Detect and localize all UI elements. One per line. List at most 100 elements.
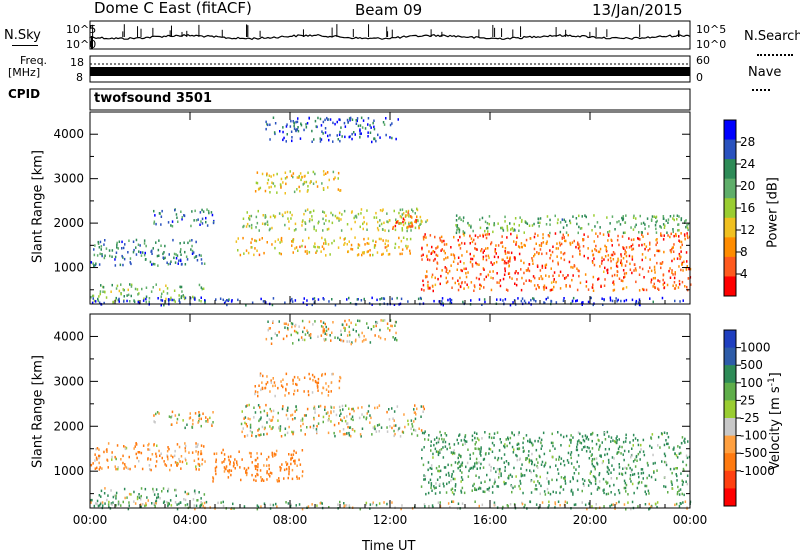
heat-cell [406, 229, 408, 233]
heat-cell [170, 504, 173, 507]
heat-cell [678, 239, 680, 242]
heat-cell [572, 436, 574, 439]
heat-cell [445, 243, 448, 246]
heat-cell [487, 273, 489, 277]
heat-cell [397, 220, 399, 223]
heat-cell [516, 443, 518, 446]
heat-cell [616, 477, 618, 480]
heat-cell [447, 463, 449, 467]
heat-cell [431, 467, 433, 470]
heat-cell [296, 389, 299, 392]
heat-cell [311, 215, 313, 218]
heat-cell [111, 458, 113, 461]
heat-cell [653, 268, 656, 271]
heat-cell [431, 245, 433, 249]
heat-cell [393, 410, 396, 413]
heat-cell [93, 299, 96, 303]
heat-cell [254, 247, 256, 250]
heat-cell [324, 240, 327, 243]
heat-cell [439, 282, 441, 286]
heat-cell [516, 278, 518, 281]
heat-cell [135, 452, 137, 456]
heat-cell [481, 303, 483, 306]
heat-cell [214, 467, 217, 470]
heat-cell [98, 468, 101, 471]
heat-cell [332, 170, 335, 174]
heat-cell [115, 497, 117, 500]
heat-cell [316, 381, 318, 385]
heat-cell [312, 424, 315, 428]
heat-cell [488, 222, 490, 226]
heat-cell [557, 218, 559, 221]
heat-cell [543, 284, 546, 287]
heat-cell [577, 431, 580, 434]
heat-cell [394, 246, 396, 249]
heat-cell [591, 439, 593, 443]
heat-cell [183, 498, 185, 501]
heat-cell [236, 461, 238, 465]
heat-cell [224, 300, 227, 303]
heat-cell [486, 233, 488, 236]
heat-cell [317, 381, 320, 384]
heat-cell [690, 283, 692, 286]
heat-cell [257, 209, 259, 213]
heat-cell [667, 491, 669, 494]
heat-cell [308, 117, 310, 120]
heat-cell [379, 298, 381, 301]
heat-cell [491, 485, 494, 488]
heat-cell [550, 253, 552, 257]
heat-cell [198, 417, 200, 421]
heat-cell [393, 424, 395, 427]
heat-cell [315, 125, 317, 128]
heat-cell [559, 504, 561, 507]
heat-cell [278, 479, 280, 483]
heat-cell [535, 503, 538, 506]
heat-cell [154, 214, 156, 217]
heat-cell [428, 258, 431, 262]
heat-cell [171, 423, 173, 426]
heat-cell [488, 215, 491, 218]
heat-cell [384, 246, 387, 249]
heat-cell [447, 502, 450, 505]
heat-cell [313, 405, 316, 409]
heat-cell [528, 279, 531, 282]
heat-cell [320, 138, 323, 141]
heat-cell [575, 217, 578, 220]
heat-cell [265, 403, 267, 407]
heat-cell [581, 301, 583, 304]
heat-cell [323, 328, 325, 331]
heat-cell [122, 263, 124, 267]
heat-cell [602, 489, 604, 492]
heat-cell [533, 463, 536, 467]
heat-cell [337, 246, 340, 249]
heat-cell [395, 221, 397, 224]
heat-cell [637, 443, 640, 447]
heat-cell [103, 243, 105, 246]
heat-cell [612, 439, 614, 442]
heat-cell [576, 460, 578, 464]
heat-cell [373, 246, 376, 249]
heat-cell [649, 258, 651, 261]
heat-cell [312, 323, 314, 326]
heat-cell [498, 281, 500, 284]
heat-cell [233, 463, 235, 466]
heat-cell [672, 217, 674, 220]
heat-cell [501, 507, 504, 510]
heat-cell [325, 214, 327, 217]
nsearch-dots [757, 43, 793, 59]
heat-cell [476, 248, 478, 251]
heat-cell [649, 241, 651, 245]
heat-cell [280, 236, 283, 240]
heat-cell [427, 491, 430, 495]
heat-cell [398, 236, 400, 240]
heat-cell [460, 489, 462, 493]
heat-cell [654, 478, 657, 481]
vel-cbar-swatch [724, 488, 736, 507]
heat-cell [592, 289, 595, 292]
heat-cell [375, 324, 377, 327]
heat-cell [346, 422, 348, 426]
heat-cell [470, 226, 472, 229]
heat-cell [348, 506, 351, 509]
heat-cell [118, 240, 121, 243]
heat-cell [420, 485, 423, 488]
